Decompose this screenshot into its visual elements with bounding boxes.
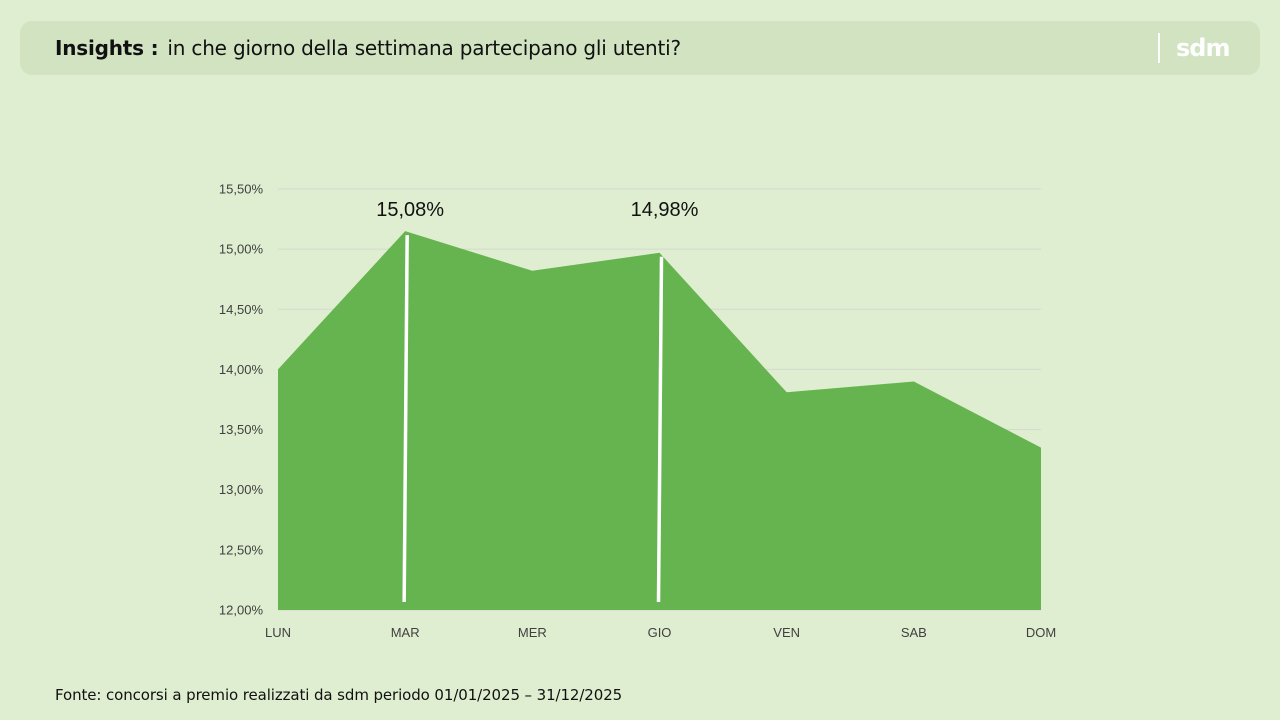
x-tick-label: GIO [648, 625, 672, 640]
y-tick-label: 13,00% [219, 482, 264, 497]
data-label-mar: 15,08% [376, 199, 444, 221]
x-tick-label: DOM [1026, 625, 1056, 640]
insights-question: in che giorno della settimana partecipan… [167, 36, 681, 60]
x-tick-label: LUN [265, 625, 291, 640]
y-tick-label: 12,00% [219, 603, 264, 618]
sdm-logo: sdm [1176, 34, 1230, 62]
x-axis-ticks: LUN MAR MER GIO VEN SAB DOM [265, 625, 1056, 640]
y-tick-label: 15,50% [219, 182, 264, 197]
y-tick-label: 14,50% [219, 302, 264, 317]
y-tick-label: 13,50% [219, 422, 264, 437]
data-label-gio: 14,98% [631, 199, 699, 221]
x-tick-label: MER [518, 625, 547, 640]
annotation-markers [402, 235, 664, 603]
x-tick-label: VEN [773, 625, 800, 640]
page-title: Insights : in che giorno della settimana… [55, 21, 681, 75]
y-tick-label: 12,50% [219, 542, 264, 557]
x-tick-label: SAB [901, 625, 927, 640]
x-tick-label: MAR [391, 625, 420, 640]
header-bar: Insights : in che giorno della settimana… [20, 21, 1260, 75]
y-axis-ticks: 12,00% 12,50% 13,00% 13,50% 14,00% 14,50% 15,0… [219, 182, 264, 618]
y-tick-label: 15,00% [219, 242, 264, 257]
marker-line-gio [656, 256, 664, 603]
y-tick-label: 14,00% [219, 362, 264, 377]
insights-label: Insights : [55, 36, 159, 60]
data-labels: 15,08% 14,98% [376, 199, 698, 221]
source-note: Fonte: concorsi a premio realizzati da s… [55, 686, 623, 704]
logo-divider [1158, 33, 1160, 63]
marker-line-mar [402, 235, 409, 603]
